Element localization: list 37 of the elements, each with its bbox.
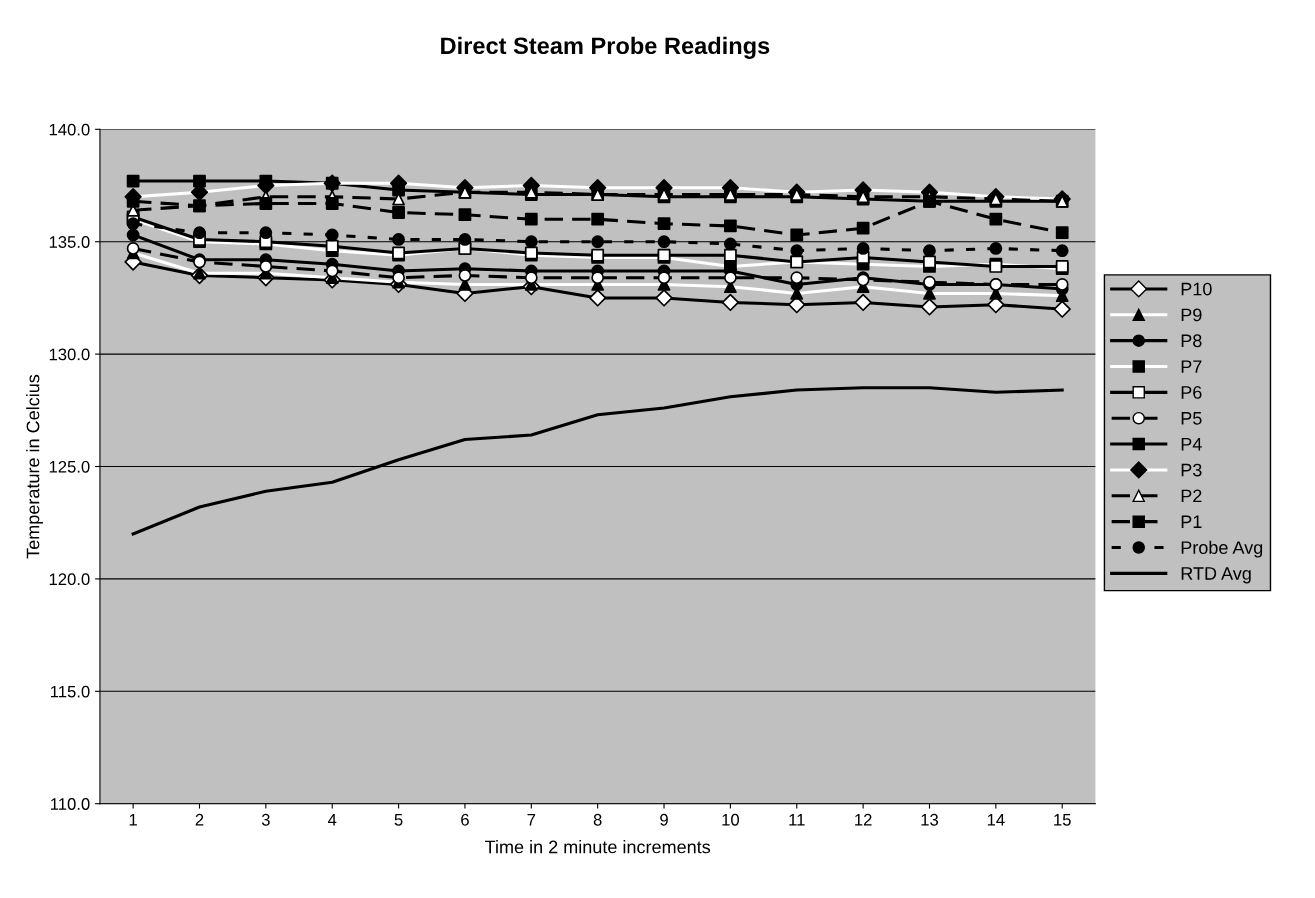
x-tick-label: 5 [394,814,403,826]
legend-label: P4 [1181,437,1202,451]
legend-label: P7 [1181,360,1202,373]
x-tick-label: 2 [195,813,204,826]
y-tick-label: 120.0 [49,573,90,586]
x-tick-label: 7 [527,814,536,826]
y-axis-title: Temperature in Celcius [26,374,43,559]
x-tick-label: 3 [261,813,270,826]
x-tick-label: 15 [1054,814,1071,826]
x-tick-label: 4 [327,814,337,826]
y-tick-label: 140.0 [49,123,90,136]
y-tick-label: 110.0 [51,798,90,810]
x-tick-label: 11 [789,814,805,826]
x-tick-label: 1 [129,814,137,826]
x-tick-label: 6 [461,813,469,826]
y-tick-label: 130.0 [49,348,90,361]
legend-label: P2 [1181,489,1202,503]
legend-label: P10 [1181,282,1212,296]
legend-label: Probe Avg [1181,540,1263,558]
y-tick-label: 115.0 [51,685,90,698]
legend-label: P5 [1181,412,1202,425]
x-tick-label: 9 [660,813,668,826]
x-tick-label: 12 [855,813,872,826]
y-tick-label: 125.0 [49,460,90,473]
x-tick-label: 13 [921,813,939,826]
x-tick-label: 8 [593,813,602,826]
chart-title: Direct Steam Probe Readings [441,36,770,59]
x-axis-title: Time in 2 minute increments [485,840,711,854]
legend-label: RTD Avg [1181,567,1251,584]
legend-label: P8 [1181,334,1202,348]
legend-label: P3 [1181,463,1202,477]
x-tick-label: 10 [722,813,740,826]
legend-label: P1 [1181,515,1202,528]
legend-label: P6 [1181,386,1202,399]
legend-label: P9 [1181,308,1202,322]
y-tick-label: 135.0 [49,236,90,248]
x-tick-label: 14 [987,814,1005,826]
